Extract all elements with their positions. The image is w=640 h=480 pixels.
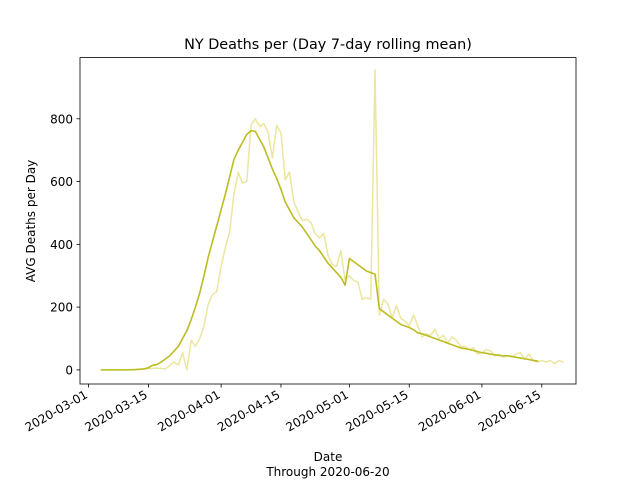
y-tick-label: 600	[50, 175, 73, 189]
chart-title: NY Deaths per (Day 7-day rolling mean)	[184, 37, 472, 53]
y-tick-label: 800	[50, 112, 73, 126]
plot-frame	[79, 57, 577, 385]
x-axis-label: Date	[314, 450, 343, 464]
y-tick-label: 400	[50, 238, 73, 252]
y-axis-label: AVG Deaths per Day	[24, 160, 38, 283]
plot-area	[80, 57, 576, 384]
series-line-mean	[100, 129, 539, 371]
series-layer	[100, 69, 564, 371]
y-tick-label: 200	[50, 301, 73, 315]
y-axis: 0 200 400 600 800	[50, 112, 80, 377]
y-tick-label: 0	[65, 363, 73, 377]
x-axis-sublabel: Through 2020-06-20	[265, 465, 389, 479]
